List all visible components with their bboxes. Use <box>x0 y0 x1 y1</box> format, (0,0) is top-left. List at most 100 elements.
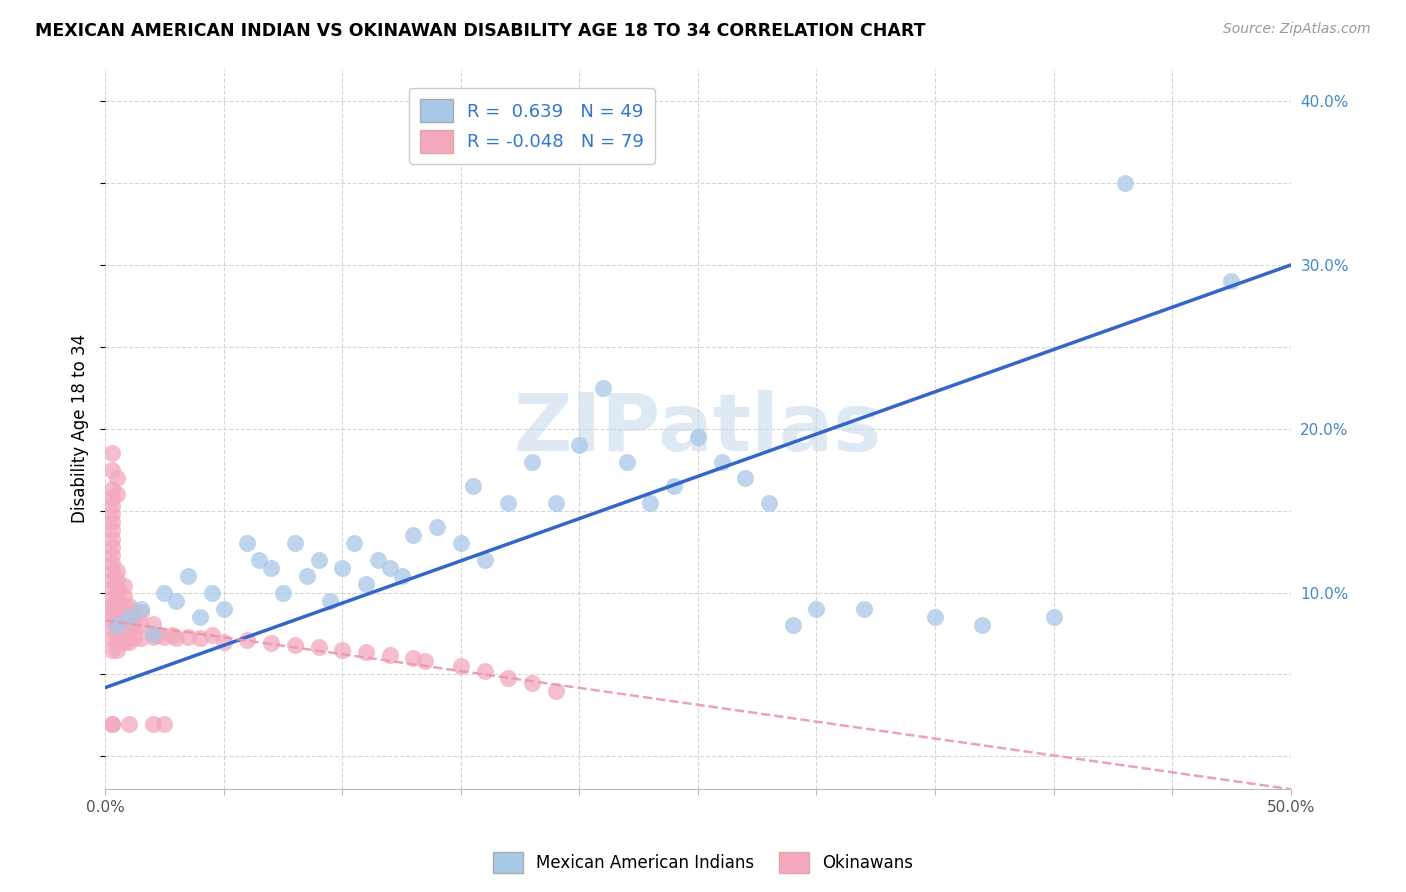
Point <box>520 454 543 468</box>
Point <box>686 430 709 444</box>
Point <box>852 602 875 616</box>
Point <box>402 651 425 665</box>
Point <box>367 553 389 567</box>
Point <box>105 589 128 603</box>
Text: MEXICAN AMERICAN INDIAN VS OKINAWAN DISABILITY AGE 18 TO 34 CORRELATION CHART: MEXICAN AMERICAN INDIAN VS OKINAWAN DISA… <box>35 22 925 40</box>
Point <box>105 487 128 501</box>
Point <box>260 636 283 650</box>
Point <box>284 638 307 652</box>
Point <box>101 564 124 578</box>
Point <box>734 471 756 485</box>
Point <box>122 632 145 646</box>
Point <box>1220 275 1243 289</box>
Point <box>236 536 259 550</box>
Text: Source: ZipAtlas.com: Source: ZipAtlas.com <box>1223 22 1371 37</box>
Point <box>295 569 318 583</box>
Point <box>330 561 353 575</box>
Point <box>101 556 124 570</box>
Point <box>972 618 994 632</box>
Point <box>118 610 141 624</box>
Point <box>142 626 165 640</box>
Point <box>105 564 128 578</box>
Point <box>236 633 259 648</box>
Text: ZIPatlas: ZIPatlas <box>513 390 882 467</box>
Point <box>112 579 135 593</box>
Point <box>496 671 519 685</box>
Point <box>112 589 135 603</box>
Point <box>142 616 165 631</box>
Point <box>129 605 152 619</box>
Point <box>101 599 124 613</box>
Point <box>1042 610 1064 624</box>
Point <box>118 599 141 613</box>
Point <box>343 536 366 550</box>
Point <box>330 643 353 657</box>
Point <box>354 577 377 591</box>
Point <box>101 483 124 497</box>
Point <box>160 628 183 642</box>
Point <box>201 628 224 642</box>
Point <box>105 573 128 587</box>
Point <box>122 618 145 632</box>
Point <box>592 381 614 395</box>
Point <box>105 632 128 646</box>
Point <box>105 622 128 636</box>
Point <box>105 597 128 611</box>
Point <box>146 628 169 642</box>
Point <box>101 548 124 562</box>
Point <box>782 618 804 632</box>
Point <box>101 515 124 529</box>
Point <box>450 659 472 673</box>
Point <box>122 605 145 619</box>
Point <box>153 630 176 644</box>
Point <box>129 632 152 646</box>
Point <box>118 622 141 636</box>
Point <box>112 622 135 636</box>
Point <box>758 495 780 509</box>
Point <box>105 614 128 628</box>
Point <box>101 622 124 636</box>
Point <box>101 591 124 605</box>
Point <box>378 648 401 662</box>
Point <box>105 581 128 595</box>
Y-axis label: Disability Age 18 to 34: Disability Age 18 to 34 <box>72 334 89 524</box>
Point <box>271 585 294 599</box>
Point <box>450 536 472 550</box>
Point <box>112 634 135 648</box>
Point <box>101 463 124 477</box>
Point <box>402 528 425 542</box>
Point <box>177 569 200 583</box>
Point <box>101 605 124 619</box>
Point <box>165 594 187 608</box>
Point <box>544 495 567 509</box>
Point <box>391 569 413 583</box>
Point <box>426 520 449 534</box>
Point <box>105 643 128 657</box>
Point <box>284 536 307 550</box>
Point <box>496 495 519 509</box>
Point <box>101 573 124 587</box>
Point <box>101 507 124 521</box>
Point <box>118 634 141 648</box>
Point <box>474 664 496 678</box>
Point <box>101 643 124 657</box>
Legend: R =  0.639   N = 49, R = -0.048   N = 79: R = 0.639 N = 49, R = -0.048 N = 79 <box>409 88 655 163</box>
Point <box>105 605 128 619</box>
Point <box>101 614 124 628</box>
Point <box>101 499 124 513</box>
Point <box>201 585 224 599</box>
Point <box>544 684 567 698</box>
Point <box>101 716 124 731</box>
Point <box>101 524 124 538</box>
Point <box>153 585 176 599</box>
Point <box>924 610 946 624</box>
Point <box>101 632 124 646</box>
Point <box>142 716 165 731</box>
Point <box>188 632 211 646</box>
Point <box>105 471 128 485</box>
Point <box>308 640 330 654</box>
Point <box>616 454 638 468</box>
Point <box>319 594 342 608</box>
Point <box>105 618 128 632</box>
Point <box>118 610 141 624</box>
